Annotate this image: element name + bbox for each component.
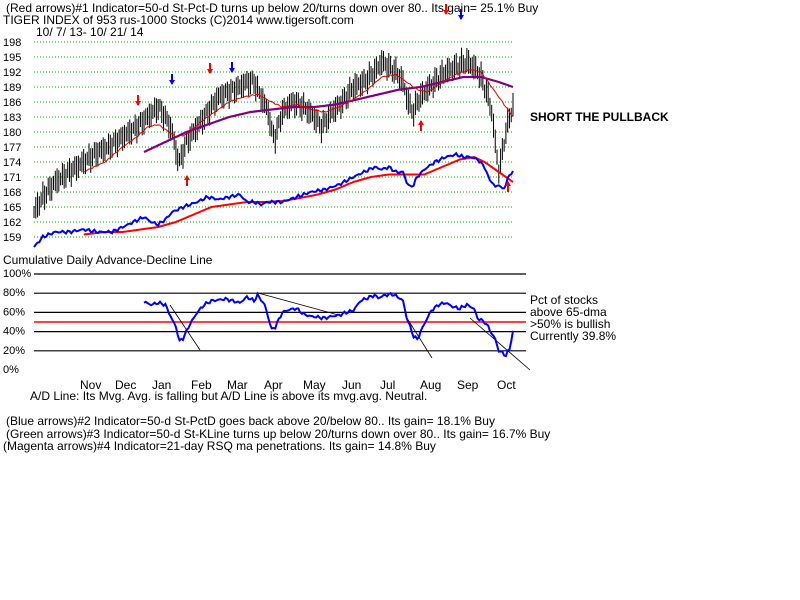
buy-arrow-head <box>505 181 511 186</box>
month-label: Jun <box>342 378 361 392</box>
pct-tick-label: 40% <box>3 326 25 338</box>
pct-legend-entry: Currently 39.8% <box>530 329 616 343</box>
month-axis: Nov Dec Jan Feb Mar Apr May Jun Jul Aug Sep Oct <box>80 378 516 392</box>
price-tick-label: 165 <box>3 202 21 214</box>
short-moving-average-line <box>83 69 514 173</box>
month-label: Sep <box>457 378 479 392</box>
footer-line-magenta: (Magenta arrows)#4 Indicator=21-day RSQ … <box>3 439 436 453</box>
price-tick-label: 159 <box>3 232 21 244</box>
sell-arrow-head <box>207 69 213 74</box>
header-line-1: (Red arrows)#1 Indicator=50-d St-Pct-D t… <box>6 1 538 15</box>
month-label: Aug <box>420 378 441 392</box>
header-line-3: 10/ 7/ 13- 10/ 21/ 14 <box>36 25 144 39</box>
footer-line-blue: (Blue arrows)#2 Indicator=50-d St-PctD g… <box>6 414 495 428</box>
pct-tick-label: 60% <box>3 306 25 318</box>
pct-tick-label: 80% <box>3 287 25 299</box>
month-label: Nov <box>80 378 101 392</box>
pct-above-ma-line <box>143 291 514 358</box>
month-label: Mar <box>227 378 248 392</box>
trend-line <box>169 304 201 351</box>
price-tick-label: 174 <box>3 157 21 169</box>
ad-line-status: A/D Line: Its Mvg. Avg. is falling but A… <box>30 389 427 403</box>
pct-tick-label: 20% <box>3 345 25 357</box>
buy-arrow-head <box>418 120 424 125</box>
pct-tick-label: 0% <box>3 364 19 376</box>
pct-panel <box>143 291 531 371</box>
month-label: Oct <box>497 378 516 392</box>
price-tick-label: 171 <box>3 172 21 184</box>
pct-legend-entry: >50% is bullish <box>530 317 610 331</box>
pct-tick-label: 100% <box>3 268 31 280</box>
month-label: Apr <box>264 378 283 392</box>
price-tick-label: 162 <box>3 217 21 229</box>
price-y-axis: 198 195 192 189 186 183 180 177 174 171 168 165 162 1… <box>3 37 21 244</box>
month-label: Jul <box>380 378 395 392</box>
ad-moving-average-line <box>83 155 514 236</box>
price-tick-label: 180 <box>3 127 21 139</box>
long-moving-average-line <box>143 75 514 154</box>
price-tick-label: 189 <box>3 82 21 94</box>
price-tick-label: 192 <box>3 67 21 79</box>
lower-chart-title: Cumulative Daily Advance-Decline Line <box>3 253 213 267</box>
sell-arrow-head <box>135 101 141 106</box>
pct-grid <box>34 273 526 352</box>
trend-line <box>257 292 343 317</box>
pct-y-axis: 100% 80% 60% 40% 20% 0% <box>3 268 31 376</box>
pct-legend-entry: above 65-dma <box>530 305 607 319</box>
blue-arrow-head <box>229 68 235 73</box>
price-panel <box>33 47 514 248</box>
short-annotation: SHORT THE PULLBACK <box>530 110 669 124</box>
month-label: Dec <box>115 378 136 392</box>
header-line-2: TIGER INDEX of 953 rus-1000 Stocks (C)20… <box>3 13 354 27</box>
trend-line <box>469 317 531 371</box>
month-label: May <box>303 378 326 392</box>
pct-legend-entry: Pct of stocks <box>530 293 598 307</box>
signal-arrows <box>135 4 511 192</box>
month-label: Feb <box>191 378 212 392</box>
sell-arrow-head <box>443 10 449 15</box>
footer-line-green: (Green arrows)#3 Indicator=50-d St-KLine… <box>6 427 550 441</box>
blue-arrow-head <box>169 80 175 85</box>
price-tick-label: 168 <box>3 187 21 199</box>
ad-line <box>33 151 514 248</box>
price-tick-label: 195 <box>3 52 21 64</box>
price-tick-label: 198 <box>3 37 21 49</box>
blue-arrow-head <box>458 15 464 20</box>
price-tick-label: 183 <box>3 112 21 124</box>
month-label: Jan <box>152 378 171 392</box>
price-tick-label: 177 <box>3 142 21 154</box>
buy-arrow-head <box>184 175 190 180</box>
price-tick-label: 186 <box>3 97 21 109</box>
